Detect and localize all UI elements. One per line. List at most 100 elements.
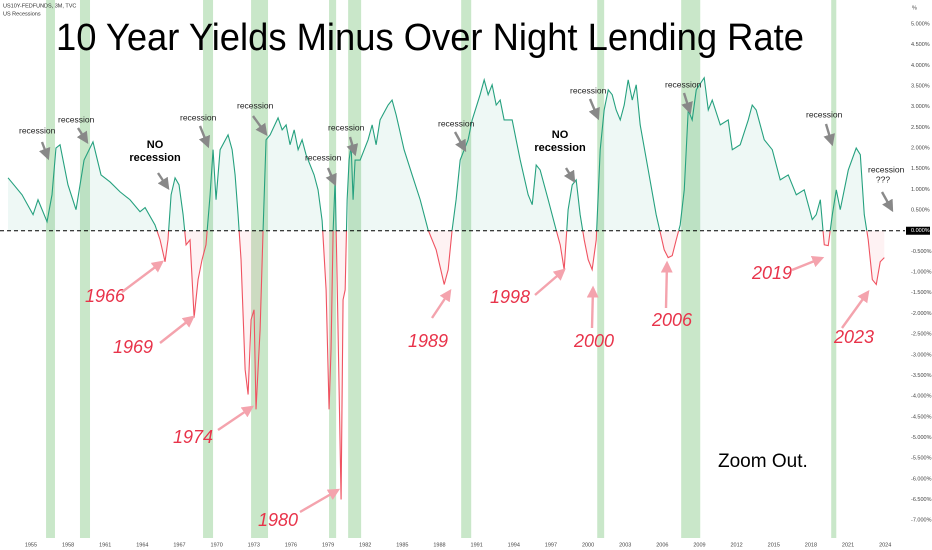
arrow — [346, 136, 359, 157]
arrow — [534, 268, 566, 296]
y-tick-label: 4.000% — [911, 63, 930, 69]
annotation: recession — [868, 164, 905, 174]
x-tick-label: 1979 — [322, 542, 334, 548]
chart-title: 10 Year Yields Minus Over Night Lending … — [56, 17, 804, 59]
arrow — [198, 125, 211, 149]
symbol-label: US10Y-FEDFUNDS, 3M, TVC — [3, 3, 76, 9]
y-tick-label: -1.500% — [911, 290, 932, 296]
arrow — [252, 115, 268, 136]
x-tick-label: 1964 — [136, 542, 148, 548]
y-tick-label: 0.500% — [911, 208, 930, 214]
x-tick-label: 1982 — [359, 542, 371, 548]
arrow — [841, 290, 870, 329]
y-tick-label: -4.500% — [911, 414, 932, 420]
y-tick-label: -7.000% — [911, 518, 932, 524]
annotation: 2023 — [833, 327, 874, 347]
annotation: 1998 — [490, 287, 530, 307]
annotation: recession — [806, 109, 843, 119]
annotation: 2006 — [651, 310, 693, 330]
arrow — [159, 315, 195, 344]
x-tick-label: 1997 — [545, 542, 557, 548]
arrow — [431, 289, 452, 319]
y-tick-label: 2.000% — [911, 145, 930, 151]
y-tick-label: -6.000% — [911, 476, 932, 482]
y-tick-label: 1.000% — [911, 187, 930, 193]
annotation: recession — [58, 114, 95, 124]
arrow — [157, 172, 170, 190]
annotation: 1969 — [113, 337, 153, 357]
y-tick-label: -5.500% — [911, 456, 932, 462]
annotation: recession — [19, 125, 56, 135]
x-tick-label: 2006 — [656, 542, 668, 548]
recession-band — [597, 0, 605, 538]
annotation: NO — [552, 129, 569, 141]
annotation: 2000 — [573, 331, 614, 351]
y-tick-label: 5.000% — [911, 21, 930, 27]
line-negative — [156, 230, 885, 500]
x-tick-label: 1955 — [25, 542, 37, 548]
y-tick-label: 2.500% — [911, 125, 930, 131]
annotation: 1989 — [408, 331, 448, 351]
x-tick-label: 1994 — [508, 542, 520, 548]
annotation: recession — [570, 85, 607, 95]
y-tick-label: 4.500% — [911, 42, 930, 48]
arrow — [76, 127, 89, 145]
y-tick-label: -2.500% — [911, 332, 932, 338]
x-tick-label: 1973 — [248, 542, 260, 548]
indicator-label: US Recessions — [3, 11, 41, 17]
annotation: 1980 — [258, 510, 298, 530]
annotation: recession — [665, 79, 702, 89]
x-tick-label: 1985 — [396, 542, 408, 548]
x-tick-label: 1991 — [471, 542, 483, 548]
arrow — [121, 260, 164, 293]
x-tick-label: 2015 — [768, 542, 780, 548]
x-tick-label: 2018 — [805, 542, 817, 548]
recession-band — [46, 0, 55, 538]
x-tick-label: 1988 — [433, 542, 445, 548]
y-tick-label: -4.000% — [911, 394, 932, 400]
x-tick-label: 1967 — [173, 542, 185, 548]
y-axis-label: % — [912, 5, 917, 11]
y-tick-label: 3.000% — [911, 104, 930, 110]
arrow — [299, 488, 341, 514]
y-tick-label: -5.000% — [911, 435, 932, 441]
x-tick-label: 2021 — [842, 542, 854, 548]
recession-band — [348, 0, 362, 538]
annotation: recession — [534, 142, 586, 154]
x-tick-label: 1961 — [99, 542, 111, 548]
y-tick-label: -6.500% — [911, 497, 932, 503]
annotation: recession — [438, 118, 475, 128]
arrow — [586, 285, 599, 329]
x-tick-label: 1976 — [285, 542, 297, 548]
annotation: recession — [180, 112, 217, 122]
annotation: ??? — [876, 174, 890, 184]
y-tick-label: -2.000% — [911, 311, 932, 317]
arrow — [791, 255, 825, 272]
x-tick-label: 1970 — [211, 542, 223, 548]
x-tick-label: 2012 — [731, 542, 743, 548]
arrow — [453, 131, 467, 153]
arrow — [588, 98, 600, 121]
y-tick-label: -0.500% — [911, 249, 932, 255]
annotation: recession — [328, 122, 365, 132]
x-tick-label: 2024 — [879, 542, 891, 548]
x-tick-label: 1958 — [62, 542, 74, 548]
arrow — [880, 191, 894, 213]
y-tick-label: -3.000% — [911, 352, 932, 358]
arrow — [660, 260, 673, 309]
annotation: recession — [129, 152, 181, 164]
y-tick-label: 0.000% — [911, 228, 930, 234]
x-tick-label: 2003 — [619, 542, 631, 548]
y-tick-label: -3.500% — [911, 373, 932, 379]
recession-band — [461, 0, 472, 538]
arrow — [563, 167, 576, 184]
annotation: 2019 — [751, 263, 792, 283]
arrow — [325, 167, 337, 187]
recession-band — [79, 0, 91, 538]
line-positive — [7, 76, 868, 231]
y-tick-label: 3.500% — [911, 83, 930, 89]
annotation: Zoom Out. — [718, 451, 808, 472]
arrow — [217, 405, 254, 431]
arrow — [681, 92, 693, 115]
